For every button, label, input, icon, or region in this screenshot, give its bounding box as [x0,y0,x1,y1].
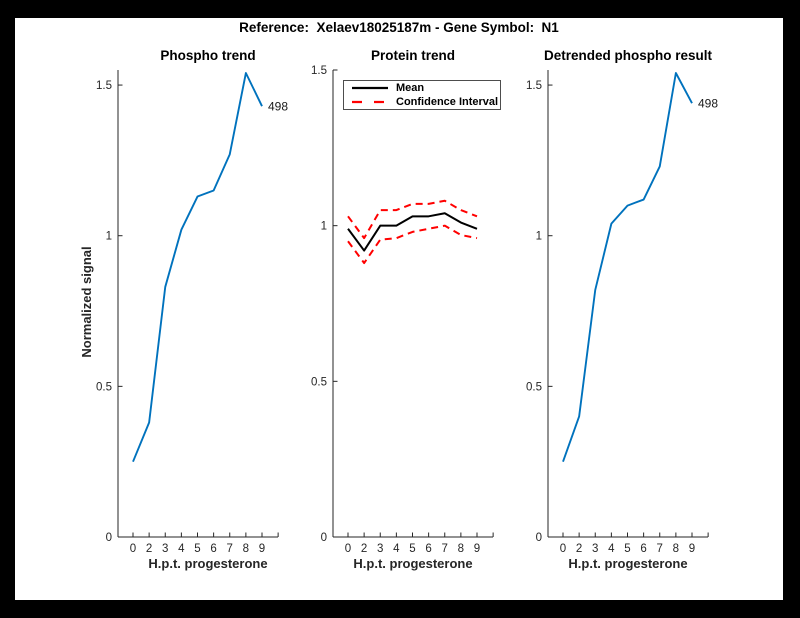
x-tick-label: 9 [474,543,480,555]
x-axis-label-1: H.p.t. progesterone [148,556,268,571]
y-tick-label: 0.5 [96,381,112,393]
y-tick-label: 0 [321,532,327,544]
x-tick-label: 3 [162,543,168,555]
x-axis-label-3: H.p.t. progesterone [568,556,688,571]
x-tick-label: 5 [624,543,630,555]
x-tick-label: 8 [243,543,249,555]
y-tick-label: 1.5 [311,65,327,77]
subplot-title-detrended-result: Detrended phospho result [543,48,712,63]
y-tick-label: 1 [536,231,542,243]
x-tick-label: 8 [673,543,679,555]
y-tick-label: 0.5 [311,376,327,388]
x-tick-label: 2 [146,543,152,555]
mean-line-sample-icon [352,86,388,90]
x-tick-label: 2 [361,543,367,555]
ci-dashed-line-sample-icon [352,100,388,104]
x-tick-label: 0 [130,543,136,555]
x-tick-label: 6 [640,543,646,555]
y-tick-label: 1 [106,231,112,243]
y-tick-label: 1 [321,221,327,233]
legend: Mean Confidence Interval [343,80,501,110]
x-tick-label: 9 [259,543,265,555]
x-tick-label: 5 [194,543,200,555]
y-tick-label: 0 [536,532,542,544]
matlab-figure-canvas: Reference: Xelaev18025187m - Gene Symbol… [15,18,783,600]
series-line-confidence-interval-lower [347,224,478,265]
subplot-title-protein-trend: Protein trend [370,48,455,63]
series-line-confidence-interval-upper [347,199,478,240]
x-tick-label: 3 [592,543,598,555]
y-tick-label: 1.5 [526,80,542,92]
x-tick-label: 6 [210,543,216,555]
subplot-title-phospho-trend: Phospho trend [160,48,256,63]
y-tick-label: 1.5 [96,80,112,92]
end-label-annotation: 498 [698,97,718,111]
x-tick-label: 0 [345,543,351,555]
series-line-detrended-phospho-signal [562,72,693,462]
x-axis-label-2: H.p.t. progesterone [353,556,473,571]
x-tick-label: 7 [657,543,663,555]
y-tick-label: 0 [106,532,112,544]
x-tick-label: 7 [442,543,448,555]
y-tick-label: 0.5 [526,381,542,393]
x-tick-label: 8 [458,543,464,555]
x-tick-label: 7 [227,543,233,555]
axes-protein-trend: 00.511.50 2 3 4 5 6 7 8 9 [311,65,494,555]
legend-label-mean: Mean [396,82,425,94]
series-line-phospho-signal [132,72,263,463]
x-tick-label: 0 [560,543,566,555]
legend-item-confidence-interval: Confidence Interval [351,96,500,109]
figure-title: Reference: Xelaev18025187m - Gene Symbol… [239,20,559,35]
x-tick-label: 4 [393,543,400,555]
x-tick-label: 3 [377,543,383,555]
x-tick-label: 9 [689,543,695,555]
x-tick-label: 2 [576,543,582,555]
x-tick-label: 5 [409,543,415,555]
series-line-mean [347,212,478,252]
legend-item-mean: Mean [351,82,500,95]
x-tick-label: 6 [425,543,431,555]
x-tick-label: 4 [608,543,615,555]
end-label-annotation: 498 [268,100,288,114]
x-tick-label: 4 [178,543,185,555]
legend-label-confidence-interval: Confidence Interval [396,96,499,108]
